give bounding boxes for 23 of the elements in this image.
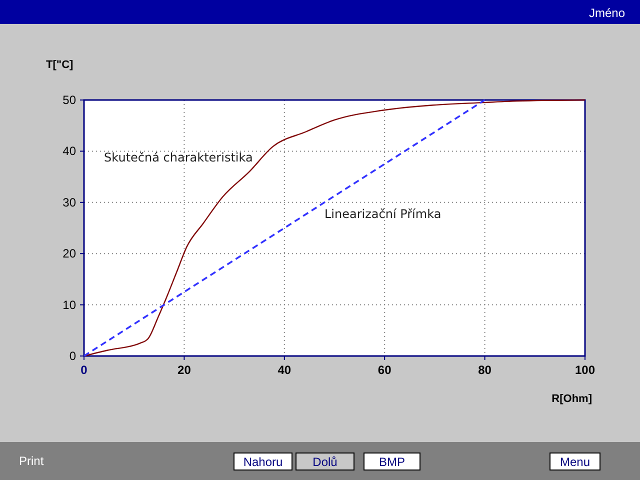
- y-tick-label: 50: [62, 93, 76, 107]
- x-tick-label: 20: [178, 363, 192, 377]
- button: BMP: [364, 452, 420, 470]
- x-axis-title: R[Ohm]: [552, 393, 592, 405]
- line-series: [83, 99, 586, 357]
- x-tick-label: 100: [574, 363, 596, 377]
- y-tick-label: 20: [62, 246, 76, 261]
- button: Menu: [550, 452, 600, 470]
- x-tick-label: 40: [278, 363, 292, 377]
- text: Print: [19, 454, 44, 468]
- x-tick-label: 60: [378, 363, 392, 377]
- button: Dolů: [296, 452, 354, 470]
- text: Jméno: [588, 6, 626, 20]
- button: Nahoru: [234, 452, 292, 470]
- series-label: Linearizační Přímka: [324, 206, 442, 221]
- y-tick-label: 30: [62, 195, 76, 210]
- x-tick-label: 80: [478, 363, 492, 377]
- y-tick-label: 40: [62, 144, 76, 158]
- series-label: Skutečná charakteristika: [104, 150, 253, 164]
- x-tick-label: 0: [80, 363, 88, 377]
- y-tick-label: 10: [62, 298, 76, 312]
- y-tick-label: 0: [69, 349, 76, 363]
- y-axis-title: T["C]: [46, 59, 74, 71]
